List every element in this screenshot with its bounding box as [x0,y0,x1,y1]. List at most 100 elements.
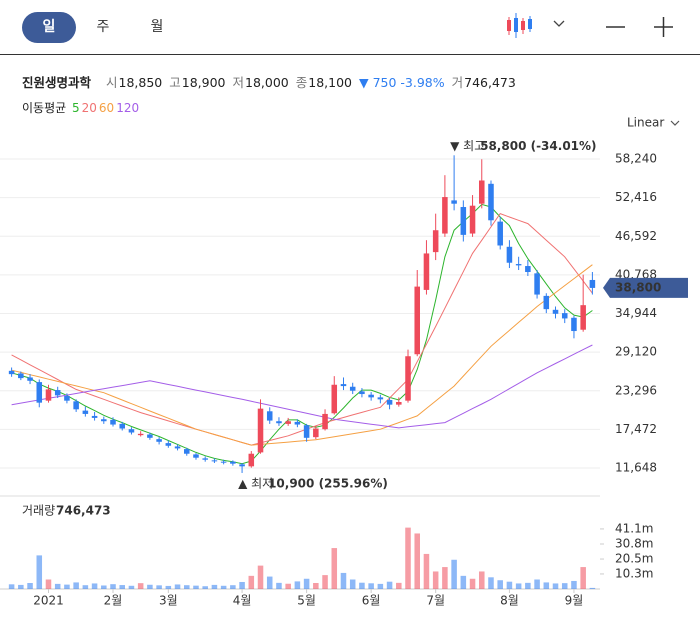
candle-body [239,464,245,467]
annotation-marker: ▼ 최고 [450,139,485,153]
volume-bar [202,586,208,589]
candle-body [589,279,596,288]
candle-body [220,461,227,463]
candle-body [193,454,199,458]
candle-body [451,200,457,204]
volume-bar [561,583,568,589]
candle-body [561,313,568,319]
volume-bar [211,584,218,589]
candle-body [525,266,531,273]
x-tick-label: 2021 [33,594,64,608]
candle-body [202,458,208,460]
volume-bar [64,584,70,589]
volume-bar [184,585,190,589]
volume-bar [589,587,596,589]
volume-bar [543,582,550,589]
candle-body [386,400,393,405]
candle-body [73,401,79,410]
candle-body [580,305,586,330]
candle-body [322,413,328,430]
candle-body [119,423,125,429]
candle-body [423,253,430,290]
volume-bar [386,581,393,589]
volume-bar [451,559,457,589]
candle-body [497,221,503,246]
x-tick-label: 3월 [159,594,178,608]
volume-bar [54,583,61,589]
volume-bar [497,580,503,589]
volume-bar [506,581,513,589]
candle-body [515,264,522,266]
field-value: 18,100 [308,75,353,90]
y-tick-label: 23,296 [615,383,657,397]
y-tick-label: 34,944 [615,306,657,320]
candle-body [414,286,420,355]
candle-body [571,317,577,332]
scale-dropdown[interactable] [670,120,680,126]
x-tick-label: 2월 [104,594,123,608]
volume-bar [147,584,153,589]
field-key: 시 [106,75,118,90]
candle-body [331,384,338,414]
tab[interactable]: 일 [22,12,76,43]
tab[interactable]: 월 [150,19,164,35]
ma-legend-entry: 5 [72,101,80,115]
volume-bar [580,567,586,589]
volume-bar [534,579,540,589]
volume-bar [220,585,227,589]
y-tick-label: 29,120 [615,345,657,359]
volume-bar [515,583,522,589]
tab[interactable]: 주 [96,19,110,35]
field-value: 18,000 [245,75,289,90]
candle-body [54,390,61,396]
volume-bar [137,583,144,589]
volume-bar [45,579,52,589]
volume-bar [396,582,402,589]
volume-title: 거래량 [22,504,55,518]
volume-bar [276,582,282,589]
candle-body [101,419,107,422]
candle-body [110,419,116,425]
volume-bar [432,571,439,589]
y-tick-label: 58,240 [615,152,657,166]
volume-bar [156,585,162,589]
volume-bar [294,581,301,589]
candle-body [45,389,52,401]
candle-body [64,396,70,401]
dropdown-icon[interactable] [553,20,565,27]
zoom-in[interactable] [654,17,673,37]
volume-bar [110,584,116,589]
volume-bar [239,581,245,589]
x-tick-label: 6월 [362,594,381,608]
ma-line [11,344,593,429]
change: ▼ 750 -3.98% [359,75,445,90]
candle-body [460,207,467,235]
y-tick-label: 40,768 [615,267,657,281]
volume-bar [119,585,125,589]
ma-legend: 이동평균 5 20 60 120 [22,99,141,116]
candle-body [313,428,319,438]
y-tick-label: 11,648 [615,461,657,475]
candle-body [469,205,476,234]
candle-body [442,197,448,234]
volume-bar [469,578,476,589]
candle-body [276,421,282,424]
volume-bar [128,585,135,589]
candle-body [82,410,89,414]
candle-body [257,408,264,453]
volume-bar [442,567,448,589]
candle-body [91,415,98,418]
volume-bar [193,585,199,589]
candle-body [488,183,494,221]
x-tick-label: 4월 [233,594,252,608]
annotation-text: 58,800 (-34.01%) [480,139,596,153]
volume-bar [8,584,15,589]
volume-bar [525,582,531,589]
candle-body [359,391,365,395]
volume-bar [331,548,338,589]
candle-body [174,446,181,449]
scale-mode[interactable]: Linear [627,116,664,130]
candle-icon[interactable] [507,13,532,38]
candle-body [368,394,374,398]
